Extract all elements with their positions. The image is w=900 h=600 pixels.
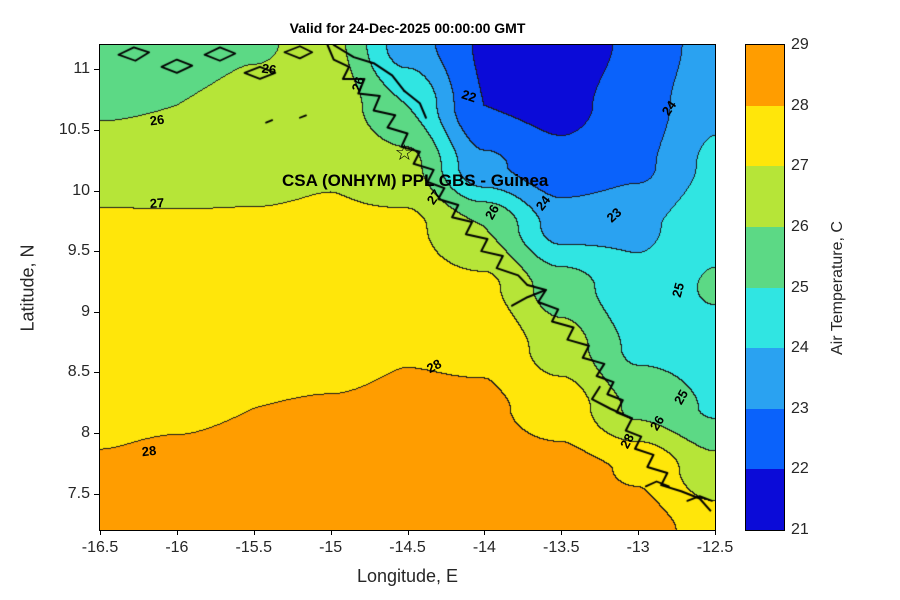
y-tick-mark [94,311,100,313]
contour-label: 23 [603,204,624,226]
colorbar-tick-label: 22 [791,460,809,478]
colorbar-band [746,469,784,530]
colorbar-tick-label: 21 [791,521,809,538]
y-tick-mark [94,372,100,374]
x-tick-label: -13.5 [543,539,580,556]
contour-label: 26 [348,74,368,93]
contour-label: 26 [148,111,166,129]
y-tick-label: 9.5 [67,242,90,260]
colorbar-band [746,105,784,167]
y-tick-mark [94,69,100,71]
x-tick-mark [561,530,563,535]
y-tick-label: 8.5 [67,363,90,381]
colorbar-tick-label: 28 [791,96,809,114]
colorbar-tick-label: 23 [791,399,809,417]
x-tick-label: -15.5 [235,539,272,556]
plot-overlay: ☆ CSA (ONHYM) PPL GBS - Guinea 26 26 26 22 2… [100,45,715,530]
colorbar-band [746,348,784,409]
x-tick-mark [484,530,486,535]
y-tick-mark [94,493,100,495]
contour-label: 26 [646,413,667,434]
contour-canvas [100,45,715,530]
colorbar-band [746,166,784,227]
plot-title: Valid for 24-Dec-2025 00:00:00 GMT [289,20,526,36]
colorbar-band [746,226,784,288]
x-tick-mark [407,530,409,535]
contour-label: 25 [668,280,688,299]
colorbar-tick-label: 25 [791,278,809,296]
contour-label: 22 [459,86,479,106]
x-tick-label: -15 [319,539,343,556]
star-marker: ☆ [394,140,415,166]
contour-label: 28 [617,431,638,452]
y-tick-mark [94,251,100,253]
colorbar-label: Air Temperature, C [829,221,846,355]
x-tick-label: -14.5 [389,539,426,556]
y-tick-mark [94,190,100,192]
colorbar-band [746,408,784,470]
contour-label: 25 [671,386,692,407]
plot-area: ☆ CSA (ONHYM) PPL GBS - Guinea 26 26 26 22 2… [99,44,716,531]
y-axis-label: Latitude, N [17,244,38,332]
contour-label: 26 [481,202,503,223]
x-tick-label: -14 [472,539,496,556]
x-axis-label: Longitude, E [356,566,459,586]
y-tick-label: 8 [81,424,90,441]
region-annotation: CSA (ONHYM) PPL GBS - Guinea [282,170,549,190]
x-tick-mark [253,530,255,535]
contour-label: 26 [260,60,278,78]
colorbar-tick-label: 26 [791,217,809,235]
contour-label: 24 [532,192,554,213]
x-tick-label: -13 [626,539,650,556]
x-tick-mark [715,530,716,535]
contour-label: 28 [423,356,444,377]
colorbar-tick-label: 27 [791,157,809,175]
y-tick-label: 10.5 [58,120,90,138]
colorbar-tick-label: 24 [791,339,809,357]
x-tick-mark [100,530,101,535]
colorbar-tick-label: 29 [791,36,809,53]
y-tick-mark [94,433,100,434]
y-tick-label: 10 [72,181,90,199]
x-tick-label: -16 [165,539,189,556]
colorbar-band [746,287,784,349]
contour-label: 27 [149,194,165,211]
x-tick-mark [176,530,178,535]
x-tick-label: -12.5 [696,539,734,556]
contour-label: 28 [141,442,158,460]
y-tick-mark [94,129,100,131]
colorbar [745,44,785,531]
x-tick-mark [330,530,332,535]
y-tick-label: 7.5 [67,484,90,502]
colorbar-band [746,45,784,106]
y-tick-label: 9 [81,302,90,320]
y-tick-label: 11 [73,60,90,78]
contour-label: 24 [658,97,680,119]
x-tick-mark [638,530,640,535]
x-tick-label: -16.5 [81,539,119,556]
